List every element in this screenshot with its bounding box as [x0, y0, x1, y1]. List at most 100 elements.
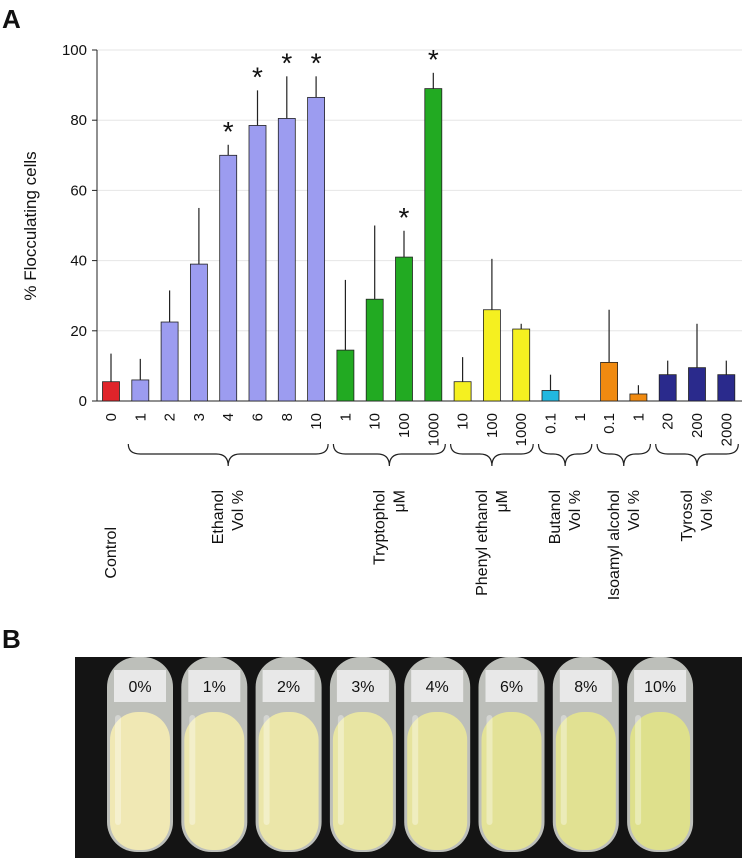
group-unit: Vol %: [699, 490, 716, 531]
tube-label: 1%: [203, 679, 226, 696]
y-tick-label: 20: [70, 323, 87, 340]
bar: [512, 328, 531, 402]
bar: [160, 321, 179, 402]
x-tick-label: 1000: [425, 413, 442, 446]
bar: [131, 379, 150, 402]
tube-liquid: [332, 712, 393, 850]
bar: [482, 309, 501, 402]
tube-label-box: [559, 670, 612, 702]
x-tick-label: 0.1: [601, 413, 618, 434]
x-tick-label: 2: [162, 413, 179, 421]
x-tick-label: 1: [337, 413, 354, 421]
x-tick-label: 1: [132, 413, 149, 421]
tube-liquid: [407, 712, 468, 850]
bar: [277, 118, 296, 402]
tube-label: 2%: [277, 679, 300, 696]
bar: [102, 381, 120, 402]
tube-liquid: [555, 712, 616, 850]
bar: [219, 154, 238, 402]
x-tick-label: 6: [250, 413, 267, 421]
tube-label: 3%: [351, 679, 374, 696]
bar: [688, 367, 706, 402]
significance-marker: *: [399, 202, 410, 233]
tube-label: 0%: [128, 679, 151, 696]
significance-marker: *: [311, 47, 322, 78]
y-tick-label: 40: [70, 253, 87, 270]
x-tick-label: 0: [103, 413, 120, 421]
tube-label-box: [262, 670, 315, 702]
x-tick-label: 200: [689, 413, 706, 438]
bar: [600, 361, 618, 402]
x-tick-label: 10: [455, 413, 472, 430]
x-tick-label: 1: [572, 413, 589, 421]
group-label: Tryptophol: [371, 490, 388, 565]
tube-shine: [189, 715, 196, 825]
group-label: Tyrosol: [679, 490, 696, 542]
group-unit: Vol %: [567, 490, 584, 531]
tube-label: 4%: [426, 679, 449, 696]
group-brace: [332, 443, 446, 467]
x-tick-label: 1000: [513, 413, 530, 446]
group-label: Control: [103, 527, 120, 579]
x-tick-label: 10: [308, 413, 325, 430]
x-tick-label: 4: [220, 413, 237, 421]
bar: [658, 374, 677, 402]
tube-label: 6%: [500, 679, 523, 696]
group-unit: μM: [494, 490, 511, 513]
group-brace: [127, 443, 329, 467]
bar: [395, 256, 413, 402]
tube-liquid: [258, 712, 319, 850]
tube-label-box: [114, 670, 166, 702]
group-label: Phenyl ethanol: [474, 490, 491, 596]
group-brace: [450, 443, 534, 467]
tube-label-box: [485, 670, 538, 702]
tube-shine: [412, 715, 419, 825]
x-tick-label: 2000: [718, 413, 735, 446]
tube-liquid: [110, 712, 170, 850]
tube-label-box: [188, 670, 241, 702]
tube-liquid: [630, 712, 691, 850]
tube-shine: [337, 715, 344, 825]
x-tick-label: 100: [396, 413, 413, 438]
bar: [336, 349, 355, 402]
bar: [541, 390, 560, 402]
tube-label-box: [634, 670, 687, 702]
group-unit: Vol %: [230, 490, 247, 531]
group-brace: [596, 443, 651, 467]
y-tick-label: 100: [62, 42, 87, 59]
tube-label-box: [336, 670, 389, 702]
x-tick-label: 10: [367, 413, 384, 430]
tube-shine: [486, 715, 493, 825]
tube-label-box: [411, 670, 464, 702]
group-label: Ethanol: [210, 490, 227, 544]
x-tick-label: 3: [191, 413, 208, 421]
bar: [424, 88, 443, 402]
y-tick-label: 0: [79, 393, 87, 410]
y-tick-label: 80: [70, 112, 87, 129]
bar: [629, 393, 648, 402]
bar: [717, 374, 736, 402]
group-unit: Vol %: [626, 490, 643, 531]
x-tick-label: 8: [279, 413, 296, 421]
tube-liquid: [481, 712, 542, 850]
panel-label: B: [2, 624, 21, 654]
group-label: Isoamyl alcohol: [606, 490, 623, 600]
tube-shine: [635, 715, 642, 825]
tube-liquid: [184, 712, 245, 850]
bar: [453, 381, 472, 402]
x-tick-label: 1: [630, 413, 647, 421]
group-unit: μM: [391, 490, 408, 513]
bar: [248, 125, 267, 402]
y-axis-label: % Flocculating cells: [21, 151, 40, 300]
significance-marker: *: [281, 47, 292, 78]
group-brace: [655, 443, 739, 467]
bar: [307, 96, 326, 402]
tube-label: 8%: [574, 679, 597, 696]
bar: [365, 298, 384, 402]
bar: [189, 263, 208, 402]
x-tick-label: 0.1: [543, 413, 560, 434]
group-brace: [537, 443, 593, 467]
y-tick-label: 60: [70, 182, 87, 199]
group-label: Butanol: [547, 490, 564, 544]
